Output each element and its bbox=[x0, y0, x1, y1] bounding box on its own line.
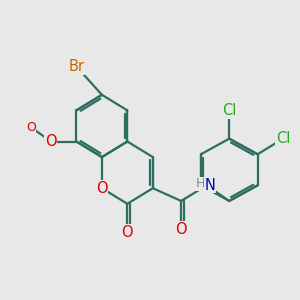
Text: O: O bbox=[175, 222, 187, 237]
Text: O: O bbox=[26, 121, 36, 134]
Text: N: N bbox=[205, 178, 215, 193]
Text: Cl: Cl bbox=[222, 103, 236, 118]
Text: H: H bbox=[196, 178, 205, 190]
Text: O: O bbox=[45, 134, 57, 149]
Text: O: O bbox=[96, 181, 108, 196]
Text: O: O bbox=[122, 225, 133, 240]
Text: Br: Br bbox=[68, 59, 84, 74]
Text: Cl: Cl bbox=[276, 131, 290, 146]
